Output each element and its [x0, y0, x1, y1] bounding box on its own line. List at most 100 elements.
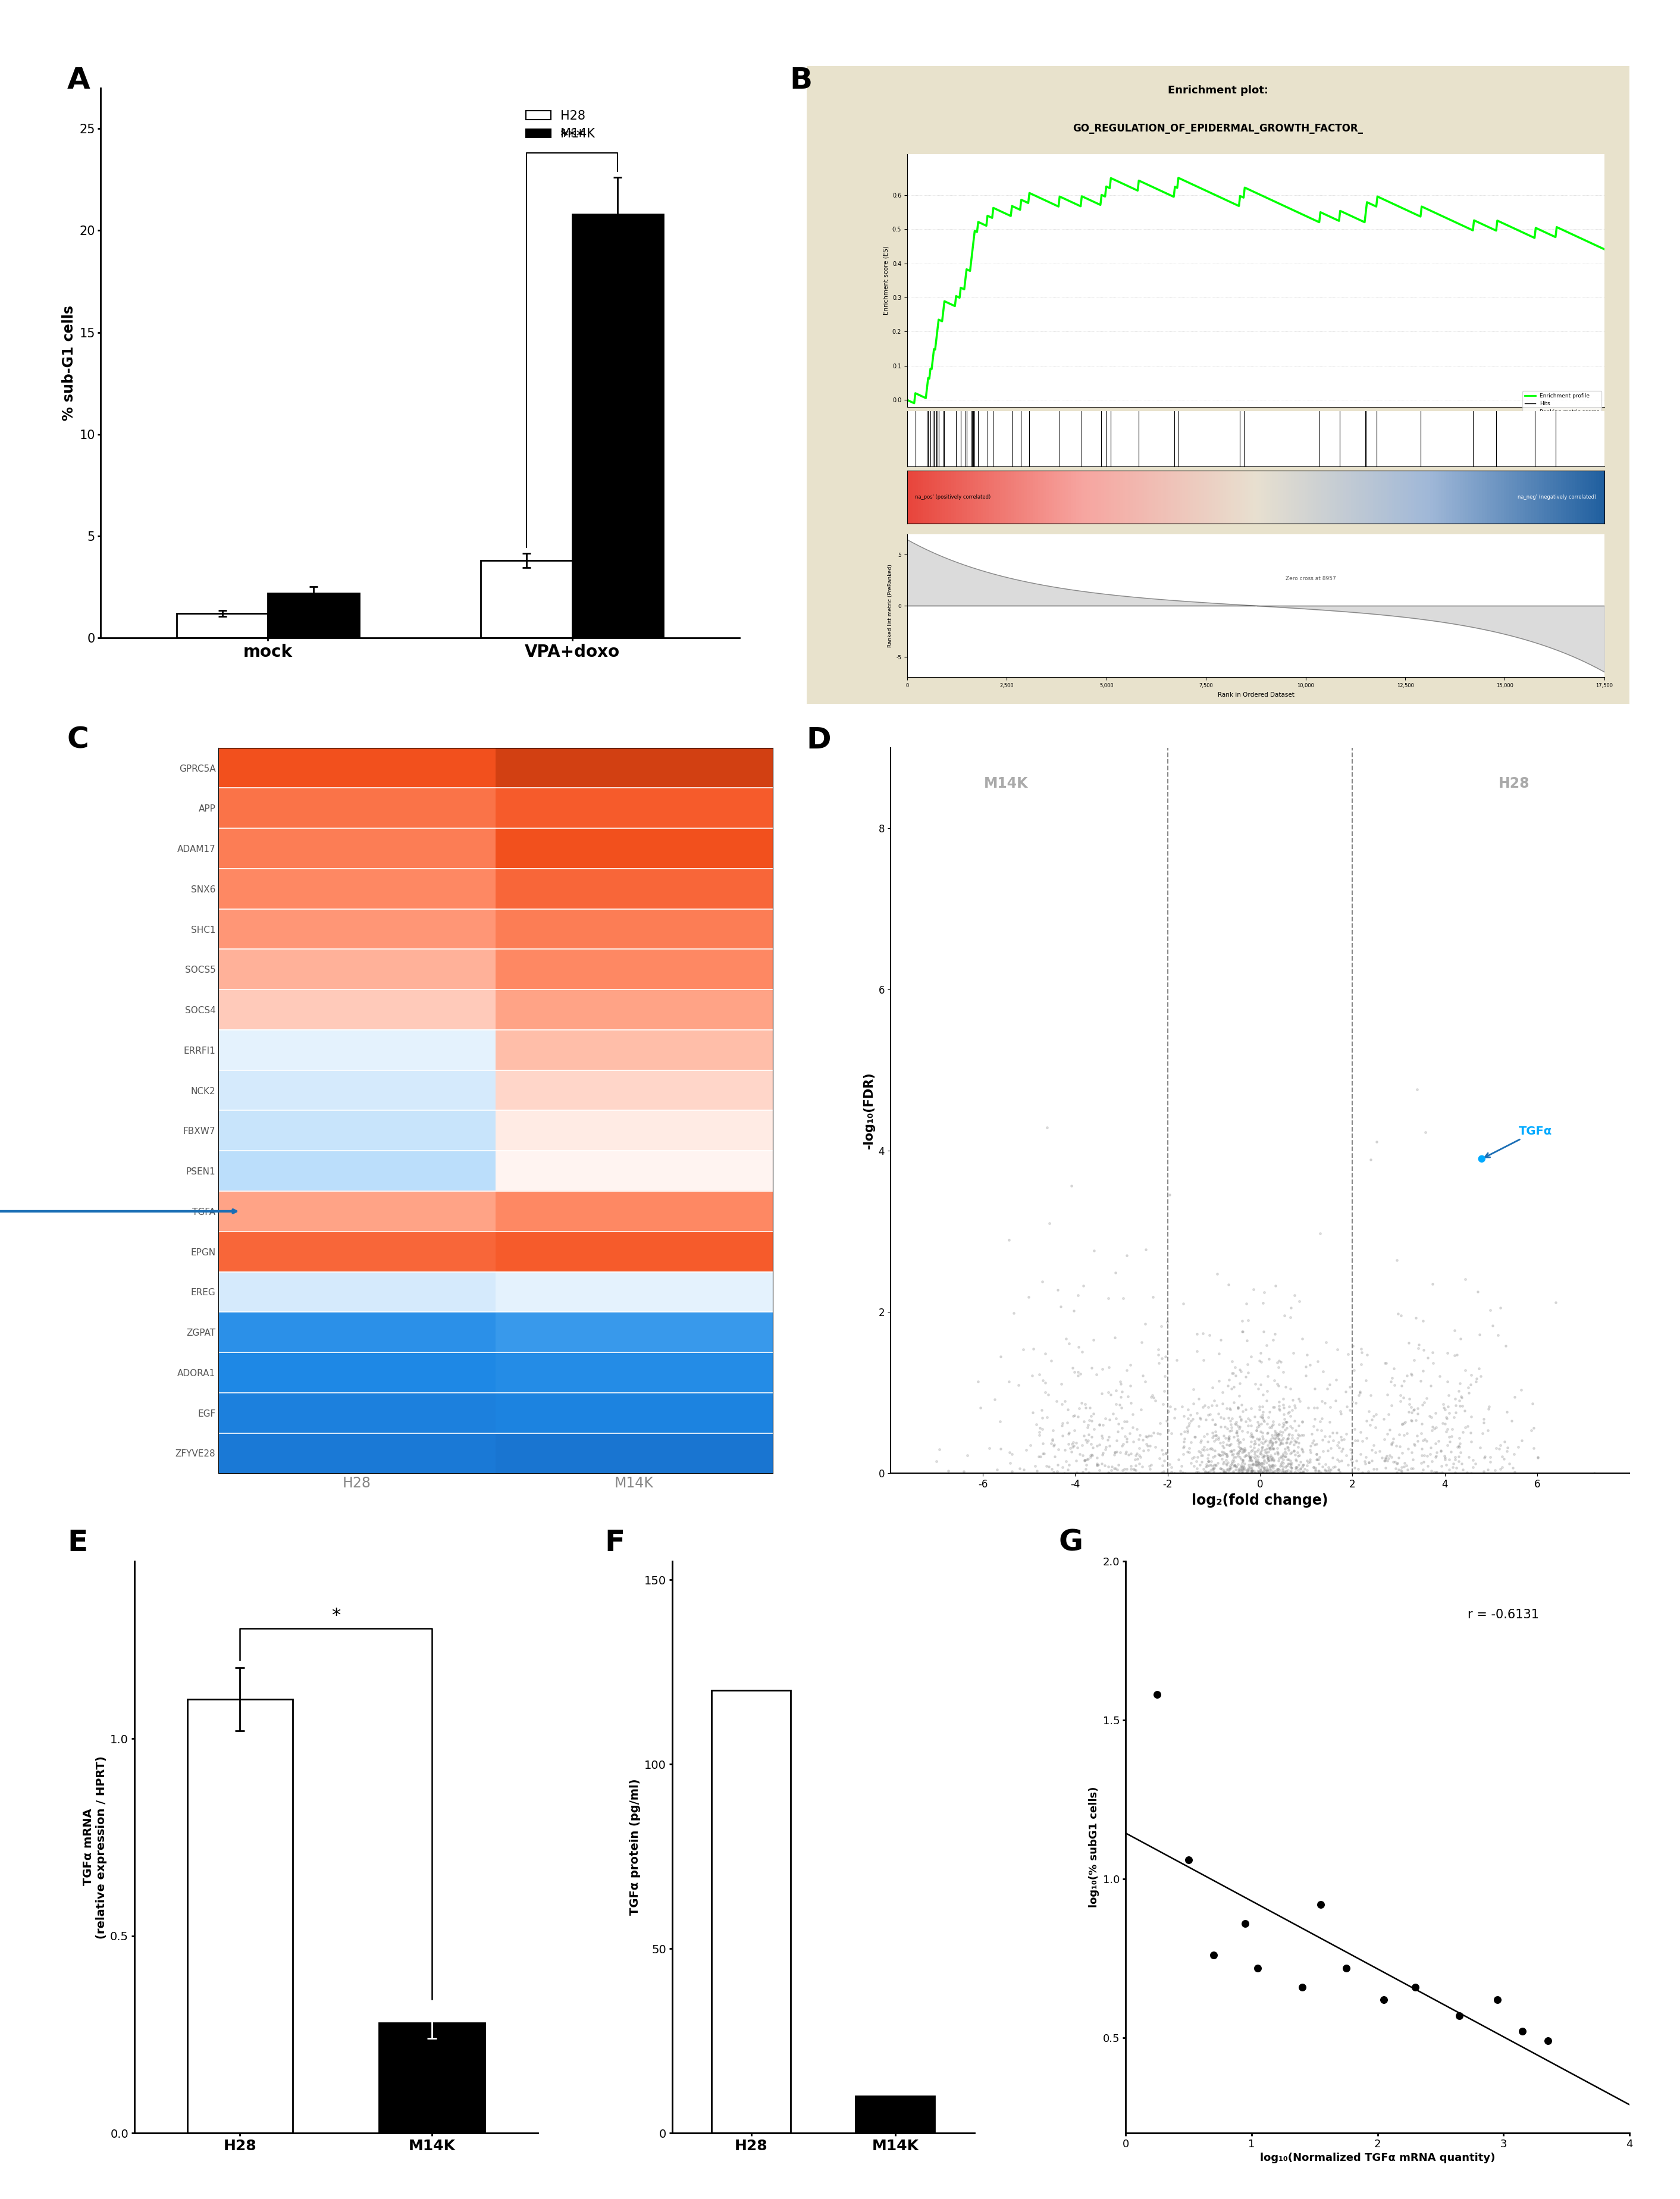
Point [1297, 1348, 1324, 1383]
Point [1023, 1454, 1050, 1489]
Point [1247, 1436, 1273, 1471]
Point [1265, 1350, 1292, 1385]
Point [1063, 1425, 1090, 1460]
Point [1278, 1421, 1305, 1456]
Point [1267, 1425, 1294, 1460]
Point [1194, 1390, 1221, 1425]
Point [1132, 1306, 1159, 1341]
Point [1058, 1427, 1085, 1462]
Point [1221, 1418, 1248, 1454]
Point [1238, 1438, 1265, 1473]
Point [1006, 1451, 1033, 1487]
Point [1384, 1295, 1411, 1330]
Point [1060, 1399, 1087, 1434]
Point [986, 1403, 1013, 1438]
Point [1270, 1438, 1297, 1473]
Point [1168, 1416, 1194, 1451]
Point [1242, 1425, 1268, 1460]
Point [1226, 1352, 1253, 1388]
Point [1218, 1407, 1245, 1443]
Point [1282, 1451, 1309, 1487]
Point [1201, 1447, 1228, 1482]
Point [1226, 1451, 1253, 1487]
Point [1327, 1418, 1354, 1454]
Point [1119, 1410, 1146, 1445]
Point [1032, 1337, 1058, 1372]
Point [1193, 1447, 1220, 1482]
Point [1228, 1456, 1255, 1491]
Point [1445, 1427, 1472, 1462]
Point [1480, 1308, 1507, 1344]
Point [1326, 1445, 1352, 1480]
Point [1267, 1451, 1294, 1487]
Point [1458, 1368, 1485, 1403]
Point [1134, 1427, 1161, 1462]
Point [1273, 1454, 1300, 1489]
Point [1102, 1401, 1129, 1436]
Point [1250, 1425, 1277, 1460]
Point [1263, 1416, 1290, 1451]
Point [1070, 1443, 1097, 1478]
Point [1238, 1416, 1265, 1451]
Text: r = -0.6131: r = -0.6131 [1468, 1610, 1539, 1621]
Point [1487, 1432, 1514, 1467]
Point [1230, 1451, 1257, 1487]
Point [1252, 1454, 1278, 1489]
Point [1174, 1401, 1201, 1436]
Point [1223, 1416, 1250, 1451]
Point [1426, 1359, 1453, 1394]
Point [936, 1454, 963, 1489]
Point [1245, 1454, 1272, 1489]
Point [1176, 1434, 1203, 1469]
Point [1378, 1427, 1404, 1462]
Point [1280, 1434, 1307, 1469]
Point [1210, 1418, 1236, 1454]
Point [1038, 1344, 1065, 1379]
Point [1228, 1454, 1255, 1489]
Point [1394, 1359, 1421, 1394]
Point [1285, 1416, 1312, 1451]
Point [1215, 1421, 1242, 1456]
Point [1062, 1443, 1089, 1478]
Point [1210, 1434, 1236, 1469]
Point [1410, 1333, 1436, 1368]
Point [1242, 1399, 1268, 1434]
Point [1270, 1454, 1297, 1489]
Point [1206, 1425, 1233, 1460]
Point [1252, 1451, 1278, 1487]
Point [1423, 1456, 1450, 1491]
Point [1386, 1440, 1413, 1476]
Point [1174, 1392, 1201, 1427]
Point [1263, 1434, 1290, 1469]
Point [1315, 1449, 1342, 1484]
Point [1245, 1447, 1272, 1482]
Point [1346, 1374, 1373, 1410]
Point [1213, 1451, 1240, 1487]
Point [1356, 1394, 1383, 1429]
Point [1258, 1421, 1285, 1456]
Point [1050, 1449, 1077, 1484]
Point [1226, 1454, 1253, 1489]
Point [1030, 1401, 1057, 1436]
Point [1398, 1451, 1425, 1487]
Point [1339, 1436, 1366, 1471]
Point [1268, 1416, 1295, 1451]
Point [1080, 1396, 1107, 1432]
Point [1242, 1434, 1268, 1469]
Point [1090, 1447, 1117, 1482]
Point [1095, 1350, 1122, 1385]
Point [1284, 1443, 1310, 1478]
Point [1210, 1374, 1236, 1410]
Point [1068, 1454, 1095, 1489]
Point [1315, 1418, 1342, 1454]
Point [1245, 1445, 1272, 1480]
Text: GO_REGULATION_OF_EPIDERMAL_GROWTH_FACTOR_: GO_REGULATION_OF_EPIDERMAL_GROWTH_FACTOR… [1074, 123, 1362, 134]
Point [1208, 1399, 1235, 1434]
Point [1404, 1423, 1431, 1458]
Point [1099, 1449, 1126, 1484]
Point [1205, 1445, 1231, 1480]
Point [1238, 1425, 1265, 1460]
Point [1255, 1440, 1282, 1476]
Point [1238, 1418, 1265, 1454]
Point [1391, 1405, 1418, 1440]
